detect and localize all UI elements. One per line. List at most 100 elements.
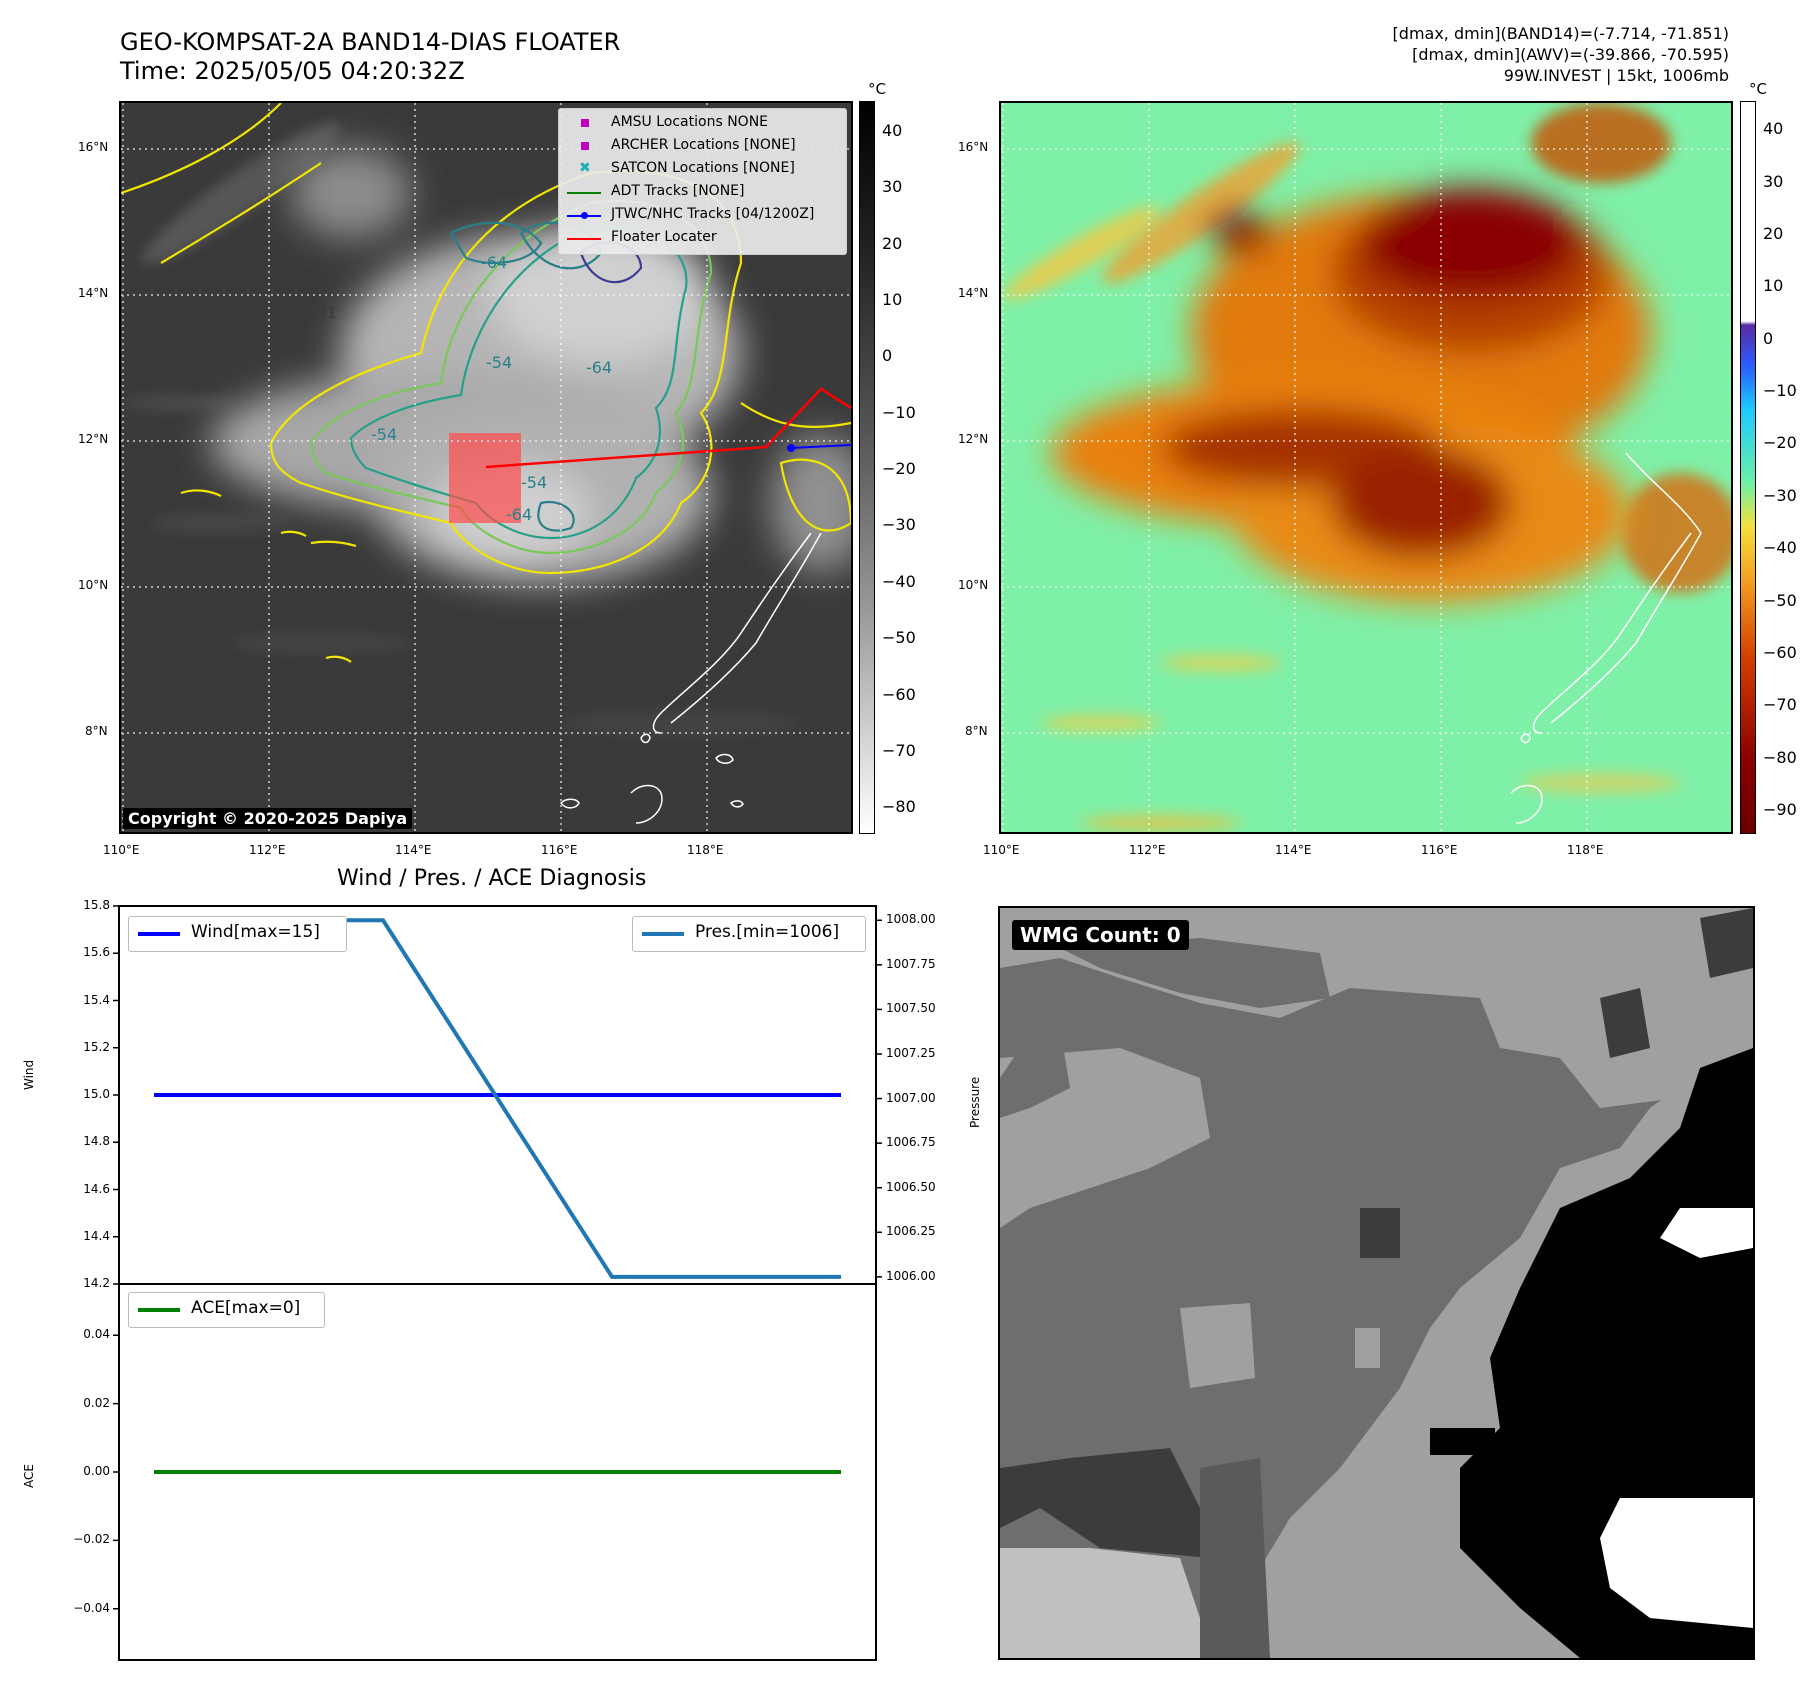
wind-tick-label: 14.4: [83, 1228, 110, 1243]
pressure-tick-label: 1006.50: [886, 1179, 936, 1194]
awv-colorbar: [1740, 101, 1756, 834]
colorbar-unit: °C: [1749, 80, 1767, 98]
diag-title: Wind / Pres. / ACE Diagnosis: [337, 866, 647, 891]
awv-imagery: [1001, 103, 1731, 832]
colorbar-tick-label: −80: [1763, 747, 1797, 767]
wind-tick-label: 15.0: [83, 1087, 110, 1101]
lat-tick: 8°N: [85, 724, 108, 738]
pressure-tick-label: 1006.00: [886, 1268, 936, 1283]
colorbar-tick-label: 20: [1763, 224, 1784, 244]
ace-legend: ACE[max=0]: [128, 1292, 325, 1328]
colorbar-tick-label: −40: [1763, 538, 1797, 558]
band14-colorbar: [859, 101, 875, 834]
contour-label: -64: [481, 253, 508, 272]
wind-tick-label: 14.6: [83, 1181, 110, 1196]
lon-tick: 110°E: [983, 843, 1020, 857]
colorbar-unit: °C: [868, 80, 886, 98]
lon-tick: 114°E: [395, 843, 432, 857]
wind-tick-label: 14.8: [83, 1134, 110, 1149]
colorbar-tick-label: −20: [882, 459, 916, 479]
line-marker-icon: [138, 1308, 180, 1312]
line-marker-icon: [138, 932, 180, 936]
wind-tick-label: 14.2: [83, 1276, 110, 1290]
wind-legend: Wind[max=15]: [128, 916, 347, 952]
lon-tick: 116°E: [541, 843, 578, 857]
pressure-tick-label: 1006.75: [886, 1135, 936, 1150]
colorbar-tick-label: 10: [882, 289, 903, 309]
awv-map: [999, 101, 1733, 834]
contour-label: -64: [506, 505, 533, 524]
colorbar-tick-label: −10: [1763, 381, 1797, 401]
colorbar-tick-label: −90: [1763, 799, 1797, 819]
lon-tick: 112°E: [249, 843, 286, 857]
pressure-tick-label: 1008.00: [886, 912, 936, 927]
storm-info-text: 99W.INVEST | 15kt, 1006mb: [1503, 66, 1729, 85]
wind-ylabel: Wind: [22, 1059, 36, 1090]
pressure-series-line: [154, 918, 841, 1279]
colorbar-tick-label: 20: [882, 233, 903, 253]
lat-tick: 8°N: [965, 724, 988, 738]
wind-tick-label: 15.2: [83, 1039, 110, 1054]
colorbar-tick-label: −60: [1763, 642, 1797, 662]
lat-tick: 14°N: [78, 286, 109, 300]
contour-label: -54: [521, 473, 548, 492]
pressure-legend: Pres.[min=1006]: [632, 916, 866, 952]
line-marker-icon: [567, 192, 601, 194]
colorbar-tick-label: −40: [882, 571, 916, 591]
wind-tick-label: 15.6: [83, 945, 110, 960]
contour-label: -54: [486, 353, 513, 372]
ace-tick-label: 0.02: [83, 1395, 110, 1410]
lat-tick: 10°N: [958, 578, 989, 592]
wmg-panel: WMG Count: 0: [998, 906, 1755, 1660]
colorbar-tick-label: 40: [882, 120, 903, 140]
lat-tick: 14°N: [958, 286, 989, 300]
pressure-ylabel: Pressure: [968, 1076, 982, 1128]
wind-tick-label: 15.4: [83, 992, 110, 1007]
map-legend: AMSU Locations NONE ARCHER Locations [NO…: [558, 108, 847, 255]
lat-tick: 10°N: [78, 578, 109, 592]
contour-label: -31: [311, 303, 338, 322]
colorbar-tick-label: −50: [1763, 590, 1797, 610]
band14-map: -64 -31 -54 -64 -54 -54 -64 AMSU Locatio…: [119, 101, 853, 834]
ace-tick-label: −0.04: [73, 1600, 110, 1615]
lon-tick: 110°E: [103, 843, 140, 857]
colorbar-tick-label: 30: [1763, 171, 1784, 191]
wmg-count-badge: WMG Count: 0: [1012, 920, 1189, 950]
square-marker-icon: [581, 119, 589, 127]
wmg-imagery: [1000, 908, 1753, 1658]
colorbar-tick-label: 10: [1763, 276, 1784, 296]
ace-tick-label: 0.00: [83, 1464, 110, 1478]
ace-ylabel: ACE: [22, 1464, 36, 1488]
dmax-band14-text: [dmax, dmin](BAND14)=(-7.714, -71.851): [1392, 24, 1729, 43]
colorbar-tick-label: −70: [882, 740, 916, 760]
lat-tick: 12°N: [958, 432, 989, 446]
colorbar-tick-label: −30: [1763, 485, 1797, 505]
line-marker-icon: [642, 932, 684, 936]
title-line1: GEO-KOMPSAT-2A BAND14-DIAS FLOATER: [120, 28, 621, 56]
copyright-badge: Copyright © 2020-2025 Dapiya: [123, 808, 413, 829]
ace-tick-label: 0.04: [83, 1327, 110, 1342]
lon-tick: 118°E: [687, 843, 724, 857]
wind-tick-label: 15.8: [83, 898, 110, 912]
lat-tick: 16°N: [958, 140, 989, 154]
ace-tick-label: −0.02: [73, 1532, 110, 1547]
colorbar-tick-label: 0: [882, 346, 893, 366]
line-marker-icon: [567, 238, 601, 240]
wind-pres-axes: [118, 905, 877, 1285]
contour-label: -64: [586, 358, 613, 377]
lon-tick: 118°E: [1567, 843, 1604, 857]
colorbar-tick-label: −10: [882, 402, 916, 422]
colorbar-tick-label: −20: [1763, 433, 1797, 453]
title-line2: Time: 2025/05/05 04:20:32Z: [120, 57, 465, 85]
lon-tick: 116°E: [1421, 843, 1458, 857]
colorbar-tick-label: −60: [882, 684, 916, 704]
colorbar-tick-label: −50: [882, 628, 916, 648]
pressure-tick-label: 1007.00: [886, 1090, 936, 1105]
pressure-tick-label: 1006.25: [886, 1224, 936, 1239]
lon-tick: 112°E: [1129, 843, 1166, 857]
ace-axes: [118, 1283, 877, 1661]
lat-tick: 16°N: [78, 140, 109, 154]
x-marker-icon: ✖: [579, 160, 591, 176]
lon-tick: 114°E: [1275, 843, 1312, 857]
pressure-tick-label: 1007.25: [886, 1045, 936, 1060]
